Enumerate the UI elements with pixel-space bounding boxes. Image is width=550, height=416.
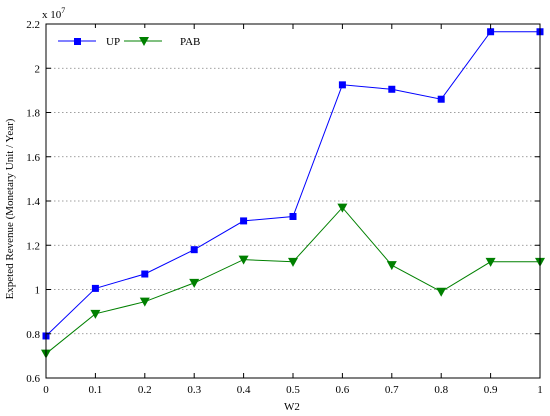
legend-marker-up <box>74 38 81 45</box>
series-line-up <box>45 31 540 337</box>
y-tick-label: 1.6 <box>26 152 40 164</box>
legend-marker-pab <box>139 37 149 46</box>
plot-frame <box>45 23 541 379</box>
x-tick-label: 0.3 <box>187 384 201 396</box>
x-tick-label: 0 <box>43 384 49 396</box>
ticks <box>45 23 541 379</box>
point-pab <box>238 255 249 265</box>
series-lines <box>45 31 540 355</box>
x-tick-label: 1 <box>537 384 543 396</box>
x-tick-label: 0.7 <box>385 384 399 396</box>
x-tick-label: 0.9 <box>484 384 498 396</box>
point-up <box>388 85 396 93</box>
point-up <box>190 246 198 254</box>
point-pab <box>139 297 150 307</box>
y-axis-label: Expeted Revenue (Monetary Unit / Year) <box>4 118 16 299</box>
grid <box>46 67 540 335</box>
point-up <box>91 284 99 292</box>
point-pab <box>337 203 348 213</box>
point-up <box>437 95 445 103</box>
y-tick-label: 2.2 <box>26 19 40 31</box>
y-tick-label: 0.6 <box>26 373 40 385</box>
point-pab <box>288 257 298 267</box>
tick-labels: 0.6 0.8 1 1.2 1.4 1.6 1.8 2 2.2 0 0.1 0.2 0.3 0.4 0.5 0… <box>26 19 543 396</box>
y-tick-label: 1.8 <box>26 108 40 120</box>
point-pab <box>485 257 496 267</box>
point-up <box>141 270 149 278</box>
point-pab <box>90 309 101 319</box>
legend: UP PAB <box>50 28 200 60</box>
point-pab <box>189 278 200 288</box>
y-multiplier-exponent: 7 <box>61 6 65 15</box>
legend-box <box>50 28 180 60</box>
x-tick-label: 0.8 <box>434 384 448 396</box>
point-up <box>240 217 248 225</box>
point-up <box>487 28 495 36</box>
x-tick-label: 0.5 <box>286 384 300 396</box>
y-tick-label: 0.8 <box>26 329 40 341</box>
x-tick-label: 0.2 <box>138 384 152 396</box>
series-line-pab <box>45 206 540 355</box>
x-tick-label: 0.6 <box>336 384 350 396</box>
x-tick-label: 0.4 <box>237 384 251 396</box>
y-tick-label: 1 <box>35 285 41 297</box>
point-pab <box>386 261 397 271</box>
point-up <box>338 81 346 89</box>
x-tick-label: 0.1 <box>89 384 103 396</box>
y-tick-label: 1.4 <box>26 196 40 208</box>
legend-label-pab: PAB <box>180 36 200 48</box>
x-axis-label: W2 <box>284 401 300 413</box>
point-up <box>289 212 297 220</box>
y-tick-label: 2 <box>35 63 41 75</box>
legend-label-up: UP <box>106 36 120 48</box>
point-pab <box>436 287 447 297</box>
y-tick-label: 1.2 <box>26 240 40 252</box>
y-multiplier-label: x 107 <box>42 6 65 21</box>
